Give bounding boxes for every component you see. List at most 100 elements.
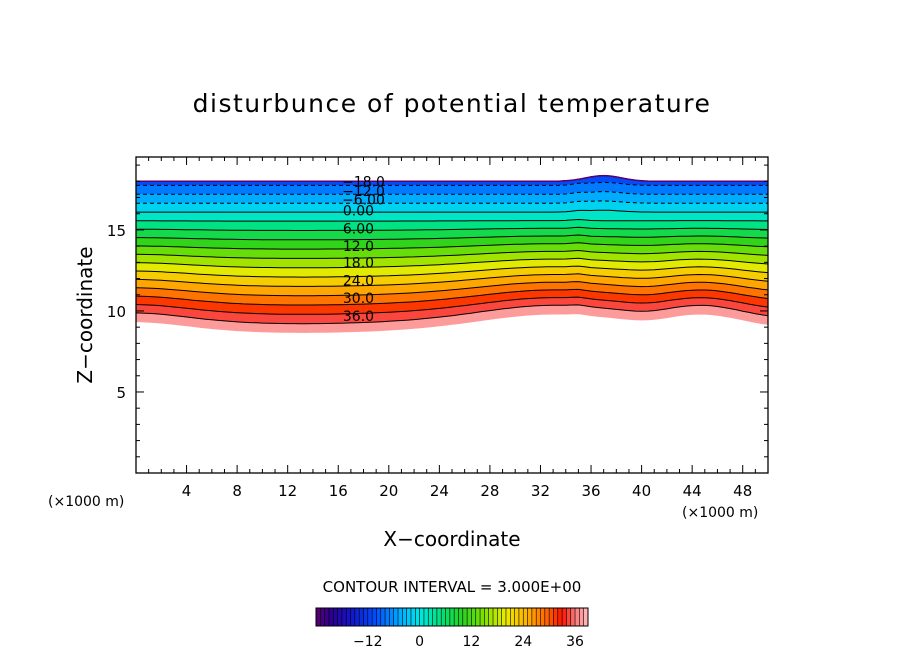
colorbar-swatch — [372, 608, 377, 626]
colorbar-swatch — [458, 608, 464, 626]
colorbar-swatch — [333, 608, 338, 626]
colorbar-swatch — [363, 608, 369, 626]
contour-line — [136, 175, 768, 182]
contour-label: 6.00 — [343, 221, 374, 237]
colorbar-swatch — [432, 608, 438, 626]
colorbar-swatch — [575, 608, 580, 626]
colorbar-swatch — [328, 608, 334, 626]
colorbar-frame — [315, 607, 589, 627]
colorbar-swatch — [359, 608, 364, 626]
colorbar-swatch — [415, 608, 420, 626]
colorbar-swatch — [579, 608, 584, 626]
x-axis-unit: (×1000 m) — [682, 505, 758, 521]
colorbar-tick-label: −12 — [353, 634, 383, 650]
contour-label: −18.0 — [342, 174, 385, 190]
colorbar-swatch — [570, 608, 576, 626]
contour-line — [136, 226, 768, 231]
colorbar-swatch — [531, 608, 537, 626]
x-tick-label: 4 — [182, 482, 192, 500]
colorbar-swatch — [484, 608, 489, 626]
contour-band — [136, 175, 768, 182]
colorbar-swatch — [445, 608, 451, 626]
contour-label: 24.0 — [343, 273, 374, 289]
colorbar-swatch — [320, 608, 325, 626]
colorbar-swatch — [471, 608, 477, 626]
colorbar-swatch — [557, 608, 563, 626]
contour-line — [136, 181, 768, 186]
contour-interval-text: CONTOUR INTERVAL = 3.000E+00 — [323, 578, 582, 596]
colorbar-swatch — [493, 608, 498, 626]
contour-line — [136, 218, 768, 222]
colorbar-swatch — [436, 608, 442, 626]
colorbar-swatch — [467, 608, 472, 626]
x-tick-label: 20 — [379, 482, 398, 500]
colorbar-tick-label: 0 — [415, 634, 424, 650]
x-tick-label: 44 — [683, 482, 702, 500]
y-tick-label: 10 — [107, 303, 126, 321]
colorbar-swatch — [536, 608, 541, 626]
x-tick-label: 32 — [531, 482, 550, 500]
colorbar-swatch — [398, 608, 403, 626]
y-axis-unit: (×1000 m) — [48, 494, 124, 510]
contour-line — [136, 296, 768, 315]
colorbar-swatch — [449, 608, 455, 626]
contour-line — [136, 175, 768, 182]
contour-label: 0.00 — [343, 204, 374, 220]
colorbar-swatch — [393, 608, 399, 626]
colorbar-swatch — [341, 608, 347, 626]
contour-line — [136, 304, 768, 325]
colorbar-swatch — [337, 608, 343, 626]
colorbar-swatch — [402, 608, 407, 626]
x-tick-label: 12 — [278, 482, 297, 500]
x-tick-label: 36 — [581, 482, 600, 500]
x-tick-label: 48 — [733, 482, 752, 500]
colorbar-swatch — [462, 608, 468, 626]
colorbar-swatch — [441, 608, 446, 626]
contour-band — [136, 175, 768, 186]
colorbar-swatch — [553, 608, 559, 626]
x-tick-label: 16 — [329, 482, 348, 500]
colorbar-swatch — [497, 608, 502, 626]
colorbar-swatch — [488, 608, 494, 626]
colorbar-swatch — [423, 608, 429, 626]
contour-line — [136, 288, 768, 306]
colorbar-swatch — [480, 608, 485, 626]
x-tick-label: 40 — [632, 482, 651, 500]
contour-line — [136, 273, 768, 287]
contour-band — [136, 175, 768, 182]
colorbar-swatch — [367, 608, 373, 626]
colorbar-swatch — [501, 608, 507, 626]
colorbar-swatch — [376, 608, 382, 626]
chart-title: disturbunce of potential temperature — [193, 89, 712, 118]
colorbar-swatch — [380, 608, 386, 626]
colorbar-swatch — [523, 608, 528, 626]
colorbar-swatch — [410, 608, 416, 626]
y-tick-label: 15 — [107, 222, 126, 240]
colorbar-swatch — [428, 608, 433, 626]
colorbar-swatch — [346, 608, 351, 626]
contour-label: 18.0 — [343, 255, 374, 271]
contour-label: −6.00 — [342, 192, 385, 208]
x-tick-label: 28 — [480, 482, 499, 500]
colorbar-swatch — [454, 608, 459, 626]
contour-line — [136, 281, 768, 297]
contour-band — [136, 175, 768, 182]
colorbar-swatch — [566, 608, 572, 626]
colorbar-swatch — [527, 608, 533, 626]
colorbar-swatch — [549, 608, 554, 626]
colorbar-swatch — [350, 608, 356, 626]
x-axis-label: X−coordinate — [383, 527, 520, 551]
colorbar-swatch — [389, 608, 395, 626]
contour-line — [136, 175, 768, 182]
colorbar-swatch — [385, 608, 390, 626]
colorbar-swatch — [475, 608, 481, 626]
colorbar-swatch — [540, 608, 546, 626]
y-axis-label: Z−coordinate — [73, 246, 97, 383]
colorbar-swatch — [518, 608, 524, 626]
contour-line — [136, 257, 768, 269]
colorbar-swatch — [544, 608, 550, 626]
contour-band — [136, 175, 768, 182]
colorbar-tick-label: 12 — [463, 634, 481, 650]
colorbar-swatch — [514, 608, 520, 626]
x-tick-label: 8 — [232, 482, 242, 500]
